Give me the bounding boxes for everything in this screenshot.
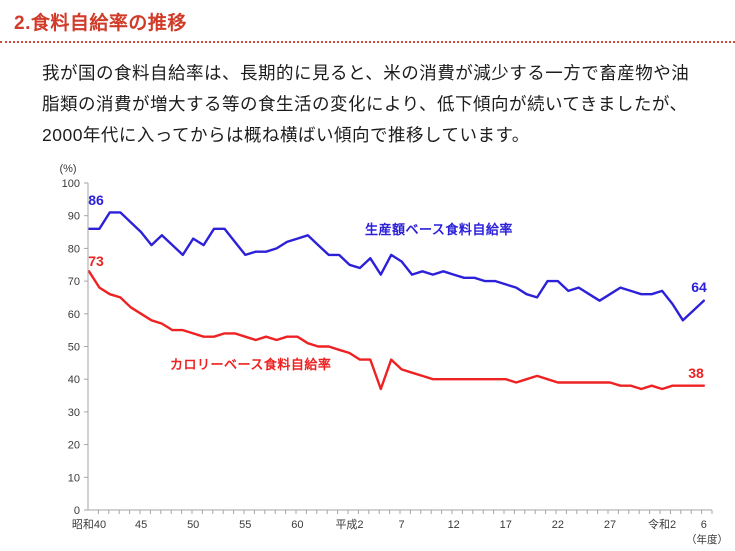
- x-axis-unit-label: （年度）: [686, 533, 728, 546]
- x-tick-label: 22: [552, 519, 564, 531]
- calorie-line: [87, 270, 705, 391]
- y-tick-label: 90: [68, 211, 80, 223]
- production-line-label: 生産額ベース食料自給率: [365, 222, 513, 237]
- paragraph-line-3: 2000年代に入ってからは概ね横ばい傾向で推移しています。: [42, 125, 530, 145]
- y-tick-label: 50: [68, 342, 80, 354]
- y-tick-label: 30: [68, 407, 80, 419]
- x-tick-label: 7: [399, 519, 405, 531]
- y-tick-label: 100: [62, 178, 80, 190]
- y-tick-label: 60: [68, 309, 80, 321]
- production-line-start-value: 86: [88, 192, 104, 208]
- paragraph-line-1: 我が国の食料自給率は、長期的に見ると、米の消費が減少する一方で畜産物や油: [42, 63, 690, 83]
- x-tick-label: 12: [448, 519, 460, 531]
- x-tick-label: 令和2: [648, 517, 676, 531]
- intro-paragraph: 我が国の食料自給率は、長期的に見ると、米の消費が減少する一方で畜産物や油 脂類の…: [42, 58, 722, 151]
- production-line-end-value: 64: [691, 279, 707, 295]
- calorie-line-start-value: 73: [88, 253, 104, 269]
- y-tick-label: 70: [68, 276, 80, 288]
- x-tick-label: 6: [701, 519, 707, 531]
- x-tick-label: 50: [187, 519, 199, 531]
- x-tick-label: 45: [135, 519, 147, 531]
- calorie-line-end-value: 38: [688, 365, 704, 381]
- x-tick-label: 昭和40: [72, 518, 106, 531]
- y-axis-unit-label: (%): [59, 163, 76, 175]
- x-tick-label: 55: [239, 519, 251, 531]
- production-value-line: [87, 211, 705, 322]
- title-divider: 2.食料自給率の推移: [0, 0, 735, 43]
- page-title: 2.食料自給率の推移: [14, 13, 187, 34]
- paragraph-line-2: 脂類の消費が増大する等の食生活の変化により、低下傾向が続いてきましたが、: [42, 94, 688, 114]
- x-tick-label: 17: [500, 519, 512, 531]
- x-tick-label: 60: [291, 519, 303, 531]
- y-tick-label: 20: [68, 440, 80, 452]
- calorie-line-label: カロリーベース食料自給率: [170, 357, 331, 372]
- y-tick-label: 40: [68, 374, 80, 386]
- x-tick-label: 27: [604, 519, 616, 531]
- y-tick-label: 80: [68, 243, 80, 255]
- y-tick-label: 0: [74, 505, 80, 517]
- x-tick-label: 平成2: [335, 518, 363, 531]
- y-tick-label: 10: [68, 472, 80, 484]
